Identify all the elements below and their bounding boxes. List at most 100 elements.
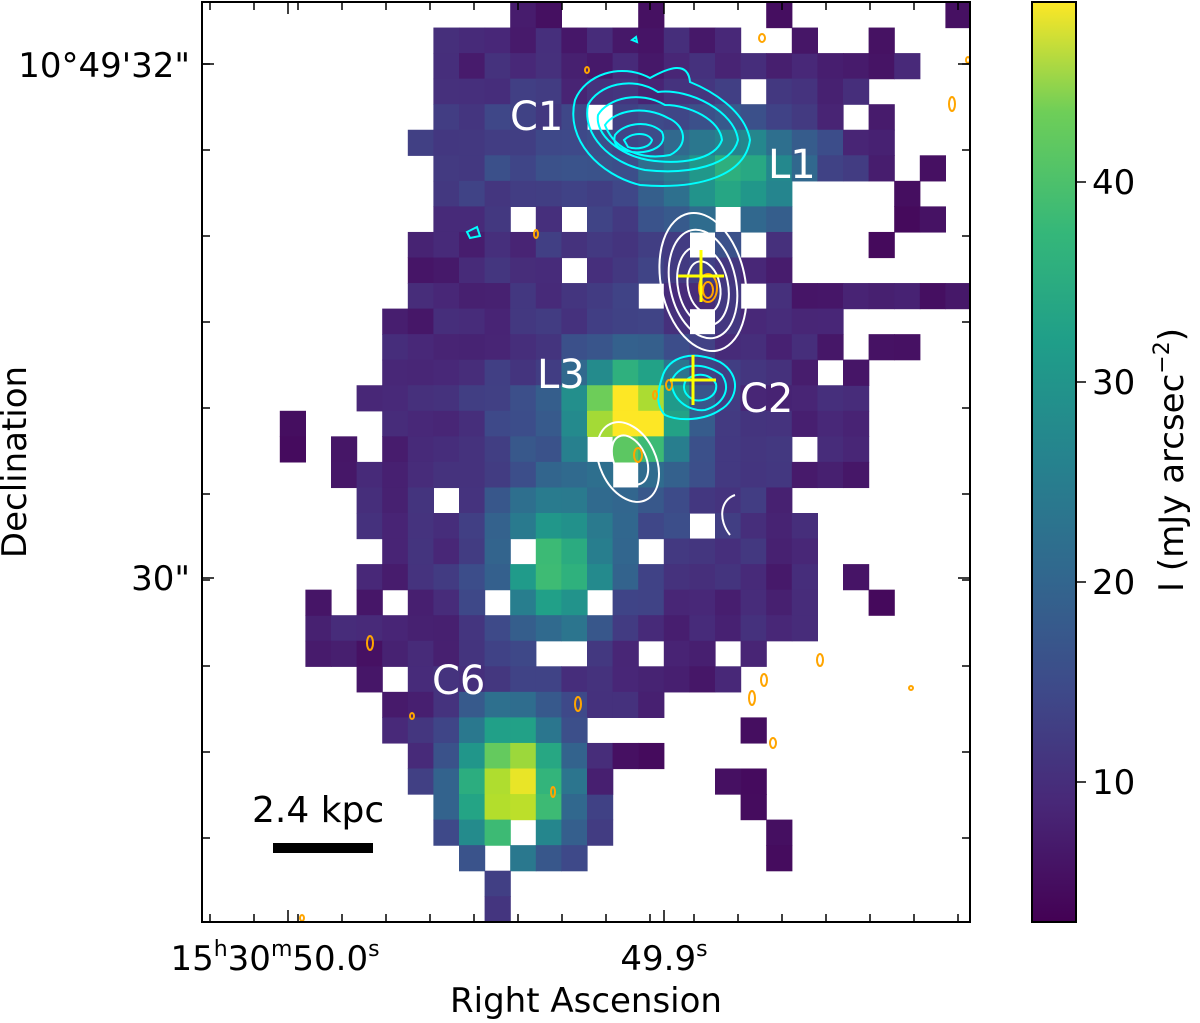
map-pixel bbox=[535, 410, 562, 437]
map-pixel bbox=[305, 615, 332, 642]
map-pixel bbox=[433, 640, 460, 667]
cyan-contour-c2-outer bbox=[657, 354, 736, 421]
map-pixel bbox=[715, 615, 742, 642]
map-pixel bbox=[535, 742, 562, 770]
orange-contour-19 bbox=[908, 685, 914, 691]
map-pixel bbox=[407, 410, 434, 437]
map-pixel bbox=[791, 104, 818, 131]
map-pixel bbox=[587, 768, 614, 795]
map-pixel bbox=[689, 487, 716, 514]
map-pixel bbox=[715, 538, 742, 565]
map-pixel bbox=[689, 180, 716, 207]
map-pixel bbox=[510, 385, 537, 412]
map-pixel bbox=[689, 129, 716, 156]
map-pixel bbox=[510, 691, 537, 718]
map-pixel bbox=[715, 27, 742, 54]
map-pixel bbox=[740, 334, 767, 361]
map-pixel bbox=[433, 308, 460, 335]
map-pixel bbox=[791, 155, 818, 182]
map-pixel bbox=[689, 640, 716, 667]
map-pixel bbox=[587, 206, 614, 233]
map-pixel bbox=[407, 308, 434, 335]
map-pixel bbox=[868, 334, 895, 361]
map-pixel bbox=[535, 180, 562, 207]
axis-ticks bbox=[202, 2, 970, 922]
map-pixel bbox=[535, 845, 562, 872]
map-pixel bbox=[561, 538, 588, 565]
map-pixel bbox=[459, 334, 486, 361]
cyan-contour-c2-3 bbox=[683, 373, 718, 402]
map-pixel bbox=[919, 206, 946, 233]
map-pixel bbox=[817, 53, 844, 80]
map-pixel bbox=[894, 180, 921, 207]
x-tick-label-right: 49.9s bbox=[620, 937, 707, 979]
map-pixel bbox=[587, 819, 614, 846]
map-pixel bbox=[843, 53, 870, 80]
map-pixel bbox=[407, 461, 434, 489]
map-pixel bbox=[612, 513, 639, 540]
map-pixel bbox=[689, 538, 716, 565]
map-pixel bbox=[535, 691, 562, 718]
map-pixel bbox=[433, 410, 460, 437]
label-c6: C6 bbox=[432, 658, 485, 704]
map-pixel bbox=[766, 231, 793, 259]
map-pixel bbox=[843, 129, 870, 156]
map-pixel bbox=[587, 385, 614, 412]
map-pixel bbox=[817, 129, 844, 156]
map-pixel bbox=[766, 359, 793, 386]
map-pixel bbox=[407, 615, 434, 642]
map-pixel bbox=[484, 283, 511, 310]
map-pixel bbox=[689, 104, 716, 131]
map-pixel bbox=[484, 538, 511, 565]
map-pixel bbox=[407, 589, 434, 616]
map-pixel bbox=[510, 27, 537, 54]
map-pixel bbox=[407, 717, 434, 744]
map-pixel bbox=[843, 155, 870, 182]
map-pixel bbox=[740, 385, 767, 412]
map-pixel bbox=[535, 129, 562, 156]
map-pixel bbox=[843, 461, 870, 489]
colorbar-tick-label: 10 bbox=[1092, 763, 1135, 803]
map-pixel bbox=[459, 538, 486, 565]
map-pixel bbox=[382, 564, 409, 591]
map-pixel bbox=[740, 461, 767, 489]
map-pixel bbox=[407, 640, 434, 667]
map-pixel bbox=[484, 129, 511, 156]
map-pixel bbox=[484, 27, 511, 54]
map-pixel bbox=[561, 308, 588, 335]
map-pixel bbox=[817, 104, 844, 131]
map-pixel bbox=[791, 410, 818, 437]
map-pixel bbox=[791, 461, 818, 489]
map-pixel bbox=[561, 666, 588, 693]
map-pixel bbox=[561, 615, 588, 642]
map-pixel bbox=[510, 78, 537, 105]
map-pixel bbox=[484, 334, 511, 361]
map-pixel bbox=[407, 691, 434, 718]
map-pixel bbox=[484, 794, 511, 821]
map-pixel bbox=[663, 615, 690, 642]
map-pixel bbox=[587, 615, 614, 642]
white-contour-lower-1 bbox=[596, 421, 660, 503]
map-pixel bbox=[689, 666, 716, 693]
map-pixel bbox=[459, 155, 486, 182]
map-pixel bbox=[868, 155, 895, 182]
map-pixel bbox=[484, 615, 511, 642]
map-pixel bbox=[510, 180, 537, 207]
map-pixel bbox=[638, 589, 665, 616]
map-pixel bbox=[433, 206, 460, 233]
map-pixel bbox=[638, 206, 665, 233]
cyan-contour-c1-5 bbox=[613, 123, 665, 154]
map-pixel bbox=[407, 385, 434, 412]
map-pixel bbox=[868, 231, 895, 259]
map-pixel bbox=[459, 410, 486, 437]
map-pixel bbox=[356, 615, 383, 642]
map-pixel bbox=[715, 513, 742, 540]
map-pixel bbox=[356, 564, 383, 591]
y-axis-label: Declination bbox=[0, 366, 35, 558]
map-pixel bbox=[484, 768, 511, 795]
map-pixel bbox=[510, 768, 537, 795]
map-pixel bbox=[331, 436, 358, 463]
map-pixel bbox=[817, 283, 844, 310]
map-pixel bbox=[433, 155, 460, 182]
